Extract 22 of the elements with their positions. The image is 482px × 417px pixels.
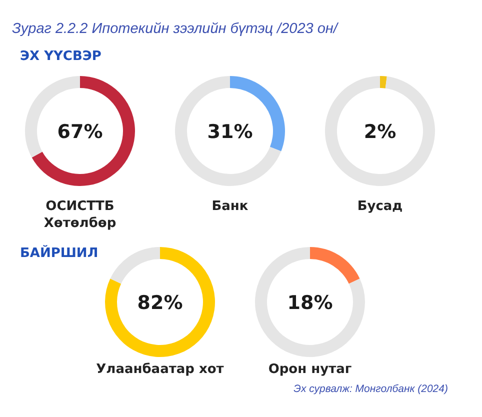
text: Бусад [357,199,403,214]
text: 31% [207,121,253,143]
donut-slice [32,76,135,186]
chart-subtitle: ЭХ ҮҮСВЭР [20,49,102,64]
chart-subtitle: БАЙРШИЛ [20,244,98,261]
donut-slice [325,76,435,186]
donut-slice [310,247,360,284]
text: Эх сурвалж: Монголбанк (2024) [294,383,448,395]
text: ОСИСТТБ Хөтөлбөр [44,199,116,231]
text: 82% [137,292,183,314]
donut-slice [380,76,387,88]
text: 67% [57,121,103,143]
text: Зураг 2.2.2 Ипотекийн зээлийн бүтэц /2023 он/ [12,21,340,37]
donut-slice [175,76,282,186]
donut-slice [110,247,160,284]
donut-slice [105,247,215,357]
text: Банк [212,199,248,214]
text: 2% [364,121,396,143]
donut-slice [255,247,365,357]
text: Улаанбаатар хот [96,362,224,377]
text: Орон нутаг [268,362,352,377]
text: 18% [287,292,333,314]
